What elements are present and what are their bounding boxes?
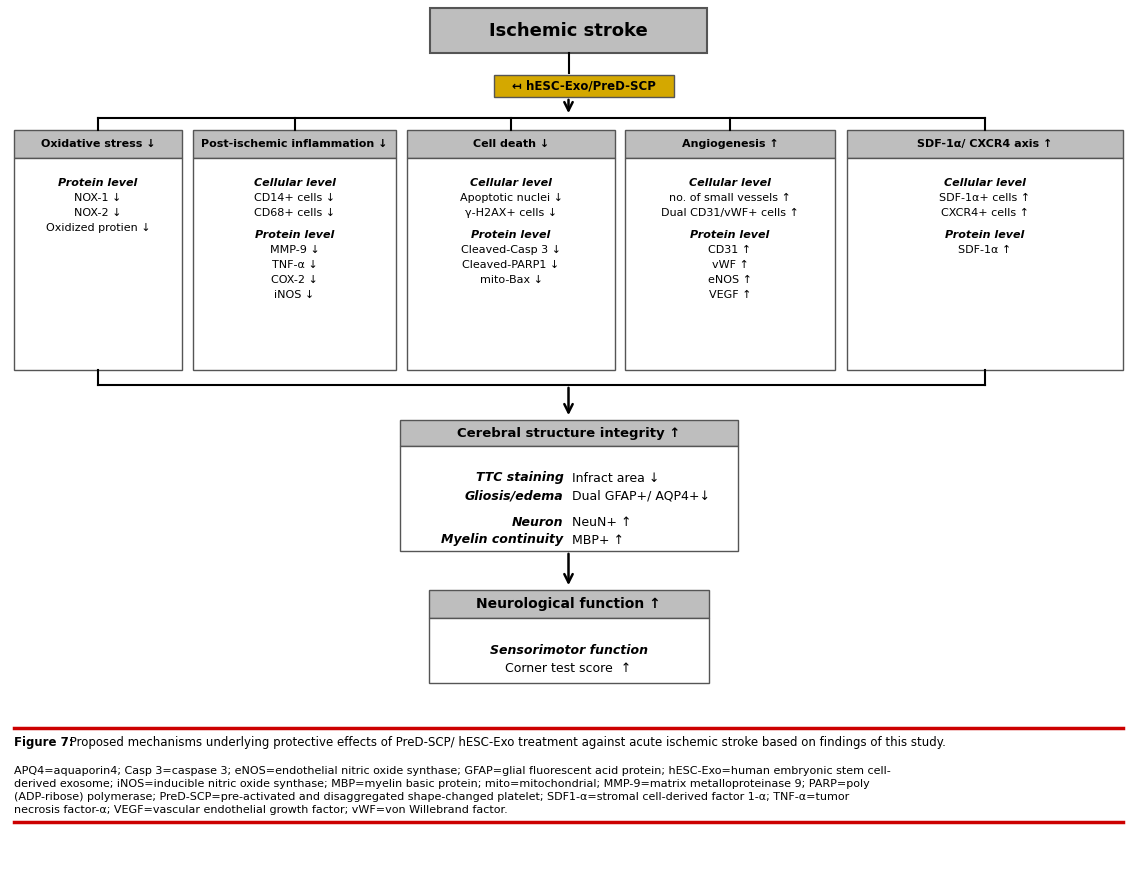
Text: APQ4=aquaporin4; Casp 3=caspase 3; eNOS=endothelial nitric oxide synthase; GFAP=: APQ4=aquaporin4; Casp 3=caspase 3; eNOS=… (14, 766, 890, 776)
Text: Figure 7:: Figure 7: (14, 736, 74, 749)
Text: NOX-2 ↓: NOX-2 ↓ (74, 208, 122, 218)
Bar (14, 158, 182, 370)
Bar (847, 130, 1123, 158)
Text: ↤ hESC-Exo/PreD-SCP: ↤ hESC-Exo/PreD-SCP (512, 79, 656, 93)
Text: no. of small vessels ↑: no. of small vessels ↑ (669, 193, 791, 203)
Text: mito-Bax ↓: mito-Bax ↓ (480, 275, 542, 285)
Text: Cellular level: Cellular level (254, 178, 335, 188)
Text: VEGF ↑: VEGF ↑ (708, 290, 752, 300)
Text: Dual GFAP+/ AQP4+↓: Dual GFAP+/ AQP4+↓ (564, 490, 709, 503)
Text: CD14+ cells ↓: CD14+ cells ↓ (254, 193, 335, 203)
Bar (429, 590, 708, 618)
Text: necrosis factor-α; VEGF=vascular endothelial growth factor; vWF=von Willebrand f: necrosis factor-α; VEGF=vascular endothe… (14, 805, 508, 815)
Text: Cellular level: Cellular level (944, 178, 1026, 188)
Bar (399, 446, 738, 551)
Text: Apoptotic nuclei ↓: Apoptotic nuclei ↓ (459, 193, 563, 203)
Text: Sensorimotor function: Sensorimotor function (490, 643, 647, 656)
Bar (399, 420, 738, 446)
Text: Oxidized protien ↓: Oxidized protien ↓ (45, 223, 150, 233)
Text: NeuN+ ↑: NeuN+ ↑ (564, 515, 631, 528)
Text: TTC staining: TTC staining (475, 471, 564, 485)
Bar (625, 158, 835, 370)
Text: NOX-1 ↓: NOX-1 ↓ (74, 193, 122, 203)
Text: iNOS ↓: iNOS ↓ (274, 290, 315, 300)
Text: Dual CD31/vWF+ cells ↑: Dual CD31/vWF+ cells ↑ (661, 208, 799, 218)
Text: SDF-1α+ cells ↑: SDF-1α+ cells ↑ (939, 193, 1030, 203)
Text: (ADP-ribose) polymerase; PreD-SCP=pre-activated and disaggregated shape-changed : (ADP-ribose) polymerase; PreD-SCP=pre-ac… (14, 792, 849, 802)
Text: Cellular level: Cellular level (470, 178, 551, 188)
Bar (493, 75, 674, 97)
Bar (847, 158, 1123, 370)
Text: Protein level: Protein level (945, 230, 1024, 240)
Text: Myelin continuity: Myelin continuity (441, 533, 564, 546)
Text: Proposed mechanisms underlying protective effects of PreD-SCP/ hESC-Exo treatmen: Proposed mechanisms underlying protectiv… (66, 736, 946, 749)
Text: Cellular level: Cellular level (689, 178, 771, 188)
Text: Post-ischemic inflammation ↓: Post-ischemic inflammation ↓ (201, 139, 388, 149)
Text: Cleaved-PARP1 ↓: Cleaved-PARP1 ↓ (463, 260, 559, 270)
Text: Protein level: Protein level (690, 230, 770, 240)
Bar (430, 8, 707, 53)
Text: Gliosis/edema: Gliosis/edema (465, 490, 564, 503)
Text: CD31 ↑: CD31 ↑ (708, 245, 752, 255)
Text: MBP+ ↑: MBP+ ↑ (564, 533, 623, 546)
Text: Corner test score  ↑: Corner test score ↑ (505, 662, 632, 675)
Text: Cell death ↓: Cell death ↓ (473, 139, 549, 149)
Text: MMP-9 ↓: MMP-9 ↓ (269, 245, 319, 255)
Text: CD68+ cells ↓: CD68+ cells ↓ (254, 208, 335, 218)
Bar (429, 618, 708, 683)
Bar (407, 130, 615, 158)
Text: Neuron: Neuron (512, 515, 564, 528)
Text: derived exosome; iNOS=inducible nitric oxide synthase; MBP=myelin basic protein;: derived exosome; iNOS=inducible nitric o… (14, 779, 870, 789)
Text: Cleaved-Casp 3 ↓: Cleaved-Casp 3 ↓ (460, 245, 561, 255)
Text: vWF ↑: vWF ↑ (712, 260, 748, 270)
Bar (625, 130, 835, 158)
Text: Angiogenesis ↑: Angiogenesis ↑ (681, 139, 779, 149)
Text: Ischemic stroke: Ischemic stroke (489, 22, 648, 39)
Text: CXCR4+ cells ↑: CXCR4+ cells ↑ (941, 208, 1029, 218)
Bar (193, 158, 396, 370)
Text: γ-H2AX+ cells ↓: γ-H2AX+ cells ↓ (465, 208, 557, 218)
Text: Infract area ↓: Infract area ↓ (564, 471, 658, 485)
Bar (14, 130, 182, 158)
Text: TNF-α ↓: TNF-α ↓ (272, 260, 317, 270)
Text: Protein level: Protein level (472, 230, 550, 240)
Bar (407, 158, 615, 370)
Text: SDF-1α/ CXCR4 axis ↑: SDF-1α/ CXCR4 axis ↑ (918, 139, 1053, 149)
Text: SDF-1α ↑: SDF-1α ↑ (958, 245, 1012, 255)
Text: Cerebral structure integrity ↑: Cerebral structure integrity ↑ (457, 427, 680, 439)
Text: Protein level: Protein level (58, 178, 138, 188)
Text: Neurological function ↑: Neurological function ↑ (476, 597, 661, 611)
Text: COX-2 ↓: COX-2 ↓ (271, 275, 318, 285)
Text: Oxidative stress ↓: Oxidative stress ↓ (41, 139, 156, 149)
Bar (193, 130, 396, 158)
Text: Protein level: Protein level (255, 230, 334, 240)
Text: eNOS ↑: eNOS ↑ (708, 275, 752, 285)
